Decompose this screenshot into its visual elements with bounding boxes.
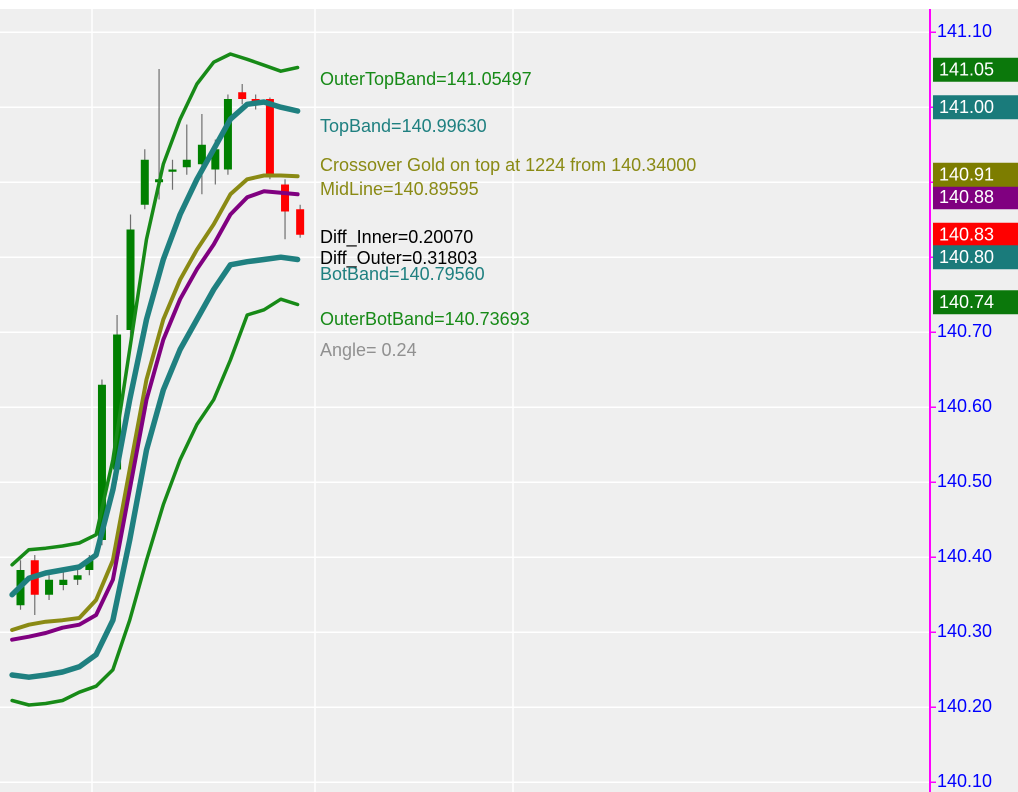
grid [0,31,930,783]
band-line [10,173,300,632]
candle-body [211,149,220,170]
price-tag [933,185,1018,210]
candle-body [281,184,290,212]
y-tick-label: 140.30 [937,621,992,641]
candle-body [113,334,122,470]
price-tag-label: 141.00 [939,97,994,117]
y-tick-label: 141.10 [937,21,992,41]
price-tag [933,222,1018,247]
band-line [9,99,301,598]
price-tag [933,95,1018,120]
candle-body [73,575,82,580]
y-tick-label: 140.50 [937,471,992,491]
candle-body [197,144,206,165]
annotation: Diff_Inner=0.20070 [320,227,473,248]
y-tick-label: 140.20 [937,696,992,716]
candle-body [85,560,94,570]
annotation: OuterBotBand=140.73693 [320,309,530,329]
band-line [9,254,301,680]
candle-body [45,579,54,595]
candle-body [265,99,274,175]
annotation: BotBand=140.79560 [320,264,485,284]
annotation: MidLine=140.89595 [320,179,479,199]
top-strip [0,0,1018,9]
band-line [10,297,300,707]
annotation: Angle= 0.24 [320,340,417,360]
candle-body [182,159,191,168]
candle-body [238,92,247,99]
y-tick-label: 140.10 [937,771,992,791]
price-tag [933,290,1018,315]
y-tick-label: 140.60 [937,396,992,416]
band-line [10,52,300,567]
candle-body [296,209,305,235]
candle-body [97,384,106,540]
candle-body [59,579,68,585]
annotations: OuterTopBand=141.05497 TopBand=140.99630 C… [320,69,696,360]
candle-body [126,229,135,330]
price-tag [933,57,1018,82]
annotation: Diff_Outer=0.31803 [320,248,477,269]
price-tag-label: 140.88 [939,187,994,207]
annotation: OuterTopBand=141.05497 [320,69,532,89]
annotation: Crossover Gold on top at 1224 from 140.3… [320,155,696,175]
price-tag [933,245,1018,270]
candle-body [140,159,149,205]
band-lines [9,52,301,707]
price-tag-label: 141.05 [939,60,994,80]
price-tag [933,162,1018,187]
candle-body [223,99,232,170]
annotation: TopBand=140.99630 [320,116,487,136]
y-tick-label: 140.70 [937,321,992,341]
price-tag-label: 140.91 [939,165,994,185]
band-line [10,189,300,642]
price-tag-label: 140.74 [939,292,994,312]
candle-body [168,169,177,172]
price-tag-label: 140.83 [939,225,994,245]
y-tick-label: 140.40 [937,546,992,566]
price-tag-label: 140.80 [939,247,994,267]
